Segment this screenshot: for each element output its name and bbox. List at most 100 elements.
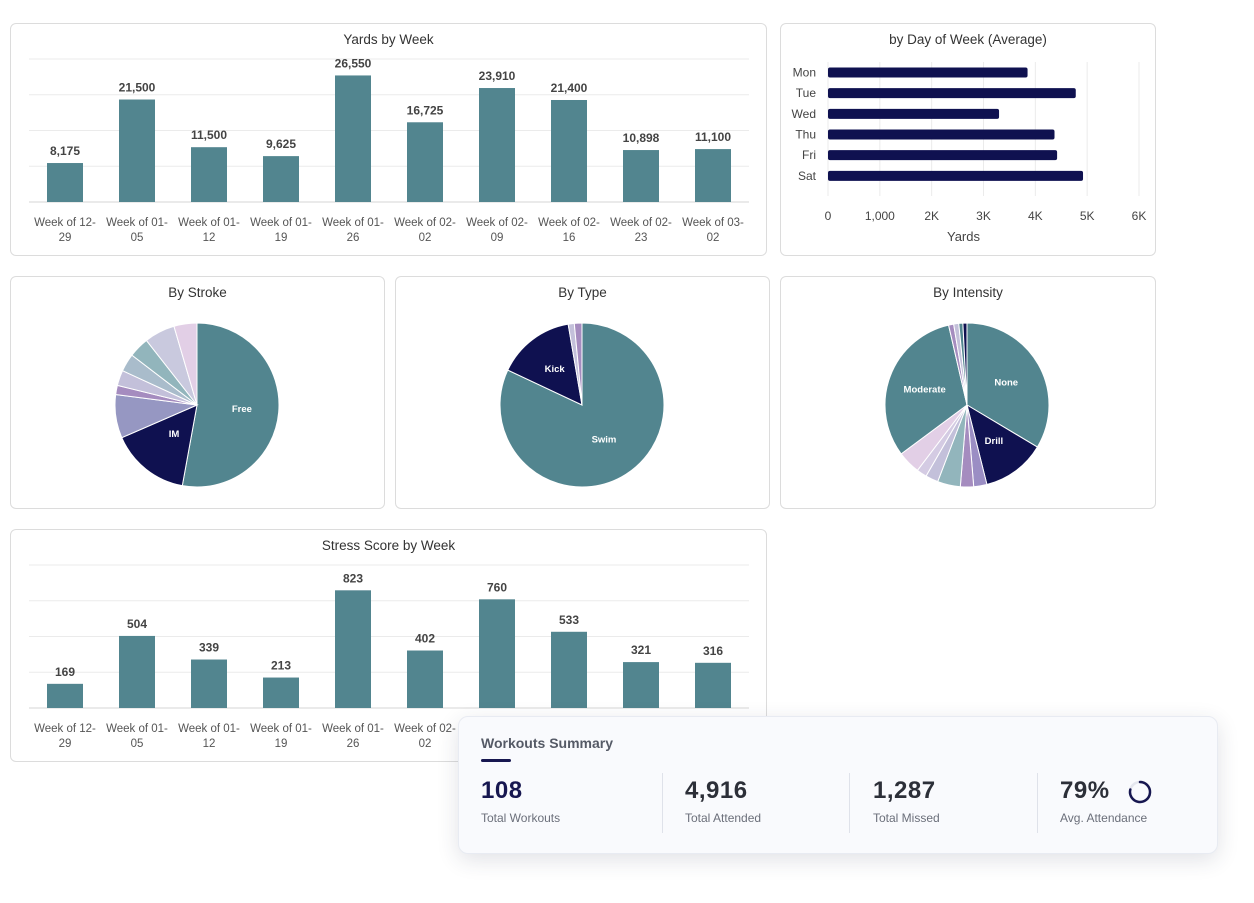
tick-label: Week of 01-	[178, 217, 240, 229]
yards-by-week-chart: 8,175 Week of 12- 29 21,500 Week of 01- 05 11,…	[29, 56, 749, 244]
bar	[828, 150, 1058, 161]
bar	[695, 662, 731, 708]
by-day-title: by Day of Week (Average)	[889, 32, 1047, 47]
by-day-panel: by Day of Week (Average) 0 1,000 2K 3K 4K 5K 6…	[780, 23, 1156, 256]
slice-label: None	[994, 378, 1018, 389]
bar	[828, 108, 1000, 119]
tick-label: 16	[563, 232, 576, 244]
summary-title-underline	[481, 759, 511, 762]
data-label: 533	[559, 613, 579, 627]
category-label: Wed	[792, 107, 816, 121]
tick-label: 19	[275, 738, 288, 750]
bar	[479, 599, 515, 708]
tick-label: Week of 01-	[322, 723, 384, 735]
by-stroke-chart: Free IM	[114, 322, 280, 488]
slice-label: Swim	[592, 435, 617, 446]
data-label: 21,500	[119, 81, 156, 95]
data-label: 402	[415, 632, 435, 646]
tick-label: 6K	[1132, 209, 1147, 223]
tick-label: 02	[707, 232, 720, 244]
tick-label: 02	[419, 232, 432, 244]
slice-label: Moderate	[904, 384, 946, 395]
stat-label: Total Workouts	[481, 811, 561, 825]
tick-label: Week of 02-	[394, 217, 456, 229]
summary-title: Workouts Summary	[481, 735, 613, 751]
bar	[828, 67, 1028, 78]
slice-label: IM	[169, 429, 180, 440]
bar	[119, 99, 155, 202]
data-label: 21,400	[551, 81, 588, 95]
category-label: Mon	[793, 66, 816, 80]
data-label: 11,100	[695, 130, 731, 144]
category-label: Tue	[796, 86, 817, 100]
data-label: 760	[487, 580, 507, 594]
data-label: 321	[631, 643, 651, 657]
tick-label: Week of 12-	[34, 217, 96, 229]
bar	[263, 677, 299, 708]
by-stroke-title: By Stroke	[168, 285, 227, 300]
by-day-chart: 0 1,000 2K 3K 4K 5K 6K Mon Tue Wed Thu Fri Sat Yards	[792, 62, 1147, 244]
tick-label: 12	[203, 232, 216, 244]
tick-label: Week of 02-	[394, 723, 456, 735]
bar	[828, 129, 1055, 140]
bar	[407, 650, 443, 708]
bar	[828, 88, 1076, 99]
stat-divider	[1037, 773, 1038, 833]
data-label: 823	[343, 571, 363, 585]
stat-value: 79%	[1060, 777, 1153, 805]
yards-by-week-panel: Yards by Week 8,175 Week of 12- 29 21,500 We…	[10, 23, 767, 256]
slice-label: Drill	[985, 436, 1003, 447]
stat-divider	[849, 773, 850, 833]
tick-label: 1,000	[865, 209, 895, 223]
bar	[335, 590, 371, 708]
by-type-panel: By Type Swim Kick	[395, 276, 770, 509]
stat-label: Avg. Attendance	[1060, 811, 1148, 825]
data-label: 316	[703, 644, 723, 658]
bar	[119, 635, 155, 708]
tick-label: Week of 03-	[682, 217, 744, 229]
stat-total-attended: 4,916 Total Attended	[685, 777, 761, 837]
stat-label: Total Attended	[685, 811, 762, 825]
slice-label: Kick	[545, 364, 566, 375]
bar	[47, 163, 83, 202]
tick-label: 2K	[924, 209, 939, 223]
tick-label: 09	[491, 232, 504, 244]
bar	[479, 88, 515, 202]
tick-label: 26	[347, 232, 360, 244]
data-label: 26,550	[335, 56, 372, 70]
stat-divider	[662, 773, 663, 833]
pie-slice	[966, 322, 1050, 448]
yards-by-week-title: Yards by Week	[343, 32, 434, 47]
slice-label: Free	[232, 404, 252, 415]
pie-slice	[173, 322, 198, 406]
stat-avg-attendance: 79% Avg. Attendance	[1060, 777, 1153, 837]
tick-label: 5K	[1080, 209, 1095, 223]
data-label: 339	[199, 641, 219, 655]
tick-label: Week of 02-	[610, 217, 672, 229]
tick-label: 05	[131, 232, 144, 244]
stat-label: Total Missed	[873, 811, 940, 825]
bar	[551, 631, 587, 708]
x-axis-label: Yards	[947, 229, 980, 244]
tick-label: 26	[347, 738, 360, 750]
stat-value: 108	[481, 777, 523, 804]
tick-label: 23	[635, 232, 648, 244]
tick-label: 02	[419, 738, 432, 750]
tick-label: Week of 01-	[106, 217, 168, 229]
bar	[191, 147, 227, 202]
tick-label: Week of 02-	[538, 217, 600, 229]
workouts-summary-card: Workouts Summary 108 Total Workouts 4,91…	[458, 716, 1218, 854]
stat-value-text: 79%	[1060, 777, 1110, 804]
pie-slice	[573, 322, 583, 406]
bar	[828, 170, 1084, 181]
tick-label: Week of 01-	[178, 723, 240, 735]
bar	[335, 75, 371, 202]
data-label: 16,725	[407, 103, 444, 117]
tick-label: Week of 01-	[250, 217, 312, 229]
category-label: Fri	[802, 148, 816, 162]
tick-label: 4K	[1028, 209, 1043, 223]
category-label: Sat	[798, 169, 817, 183]
stat-total-workouts: 108 Total Workouts	[481, 777, 560, 837]
bar	[623, 150, 659, 202]
pie-slice	[966, 403, 1039, 486]
